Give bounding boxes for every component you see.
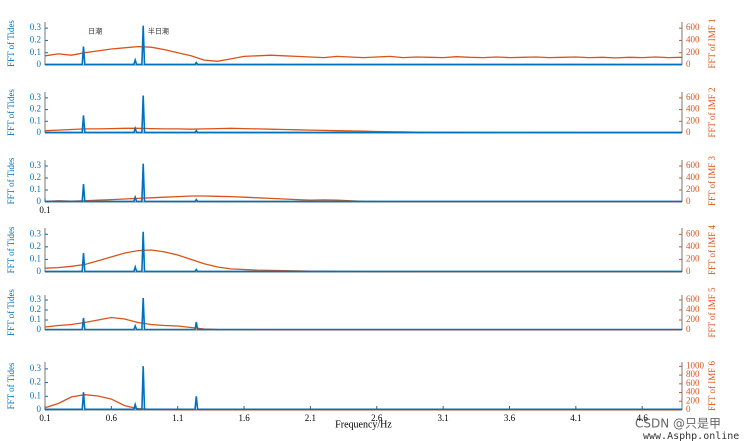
y2-tick-label: 400	[686, 172, 700, 182]
annotation: 日潮	[88, 27, 102, 36]
y-tick-label: 0.2	[30, 241, 41, 251]
y2-tick-label: 400	[686, 387, 700, 397]
y2-tick-label: 200	[686, 47, 700, 57]
y2-tick-label: 600	[686, 228, 700, 238]
series-line	[45, 25, 682, 66]
y2-tick-label: 600	[686, 160, 700, 170]
y2-tick-label: 200	[686, 253, 700, 263]
y-axis-label: FFT of Tides	[6, 289, 16, 336]
y2-tick-label: 200	[686, 314, 700, 324]
y2-axis-label: FFT of IMF 5	[707, 287, 717, 338]
y2-axis-label: FFT of IMF 2	[707, 87, 717, 137]
x-tick-label: 0.1	[39, 205, 50, 215]
y-tick-label: 0	[37, 127, 42, 137]
y-axis-label: FFT of Tides	[6, 157, 16, 204]
series-line	[45, 366, 682, 411]
y-tick-label: 0.1	[30, 253, 41, 263]
y2-tick-label: 800	[686, 369, 700, 379]
annotation: 半日潮	[148, 27, 169, 36]
y-axis-label: FFT of Tides	[6, 362, 16, 409]
y-tick-label: 0.2	[30, 104, 41, 114]
y2-tick-label: 0	[686, 324, 691, 334]
y-tick-label: 0.3	[30, 294, 42, 304]
y-tick-label: 0.1	[30, 390, 41, 400]
y-tick-label: 0	[37, 59, 42, 69]
y-tick-label: 0.1	[30, 47, 41, 57]
x-tick-label: 4.1	[570, 413, 581, 423]
x-tick-label: 1.1	[172, 413, 183, 423]
y2-tick-label: 0	[686, 196, 691, 206]
series-line	[44, 316, 682, 331]
y-tick-label: 0	[37, 324, 42, 334]
y-tick-label: 0.2	[30, 377, 41, 387]
x-tick-label: 0.1	[39, 413, 50, 423]
y2-tick-label: 600	[686, 92, 700, 102]
x-tick-label: 3.1	[438, 413, 449, 423]
series-line	[44, 394, 682, 411]
x-tick-label: 2.1	[305, 413, 316, 423]
y2-axis-label: FFT of IMF 4	[707, 224, 717, 275]
y-tick-label: 0.3	[30, 363, 42, 373]
y2-tick-label: 0	[686, 266, 691, 276]
series-line	[44, 45, 683, 62]
y2-tick-label: 400	[686, 304, 700, 314]
y2-tick-label: 600	[686, 294, 700, 304]
y-tick-label: 0	[37, 196, 42, 206]
y2-tick-label: 1000	[686, 360, 705, 370]
y-tick-label: 0.3	[30, 160, 42, 170]
y-axis-label: FFT of Tides	[6, 20, 16, 67]
x-tick-label: 0.6	[106, 413, 118, 423]
y2-tick-label: 200	[686, 184, 700, 194]
x-tick-label: 2.6	[371, 413, 383, 423]
series-line	[45, 163, 682, 203]
series-line	[45, 297, 682, 331]
x-axis-label: Frequency/Hz	[335, 419, 392, 430]
y-tick-label: 0.1	[30, 115, 41, 125]
series-line	[45, 231, 682, 273]
y2-axis-label: FFT of IMF 1	[707, 18, 717, 68]
y2-tick-label: 200	[686, 115, 700, 125]
y-tick-label: 0.1	[30, 184, 41, 194]
y-tick-label: 0	[37, 266, 42, 276]
y2-tick-label: 600	[686, 378, 700, 388]
series-line	[45, 95, 682, 134]
y2-tick-label: 400	[686, 34, 700, 44]
y-tick-label: 0.3	[30, 92, 42, 102]
y2-tick-label: 0	[686, 59, 691, 69]
y-tick-label: 0.2	[30, 172, 41, 182]
y-tick-label: 0.1	[30, 314, 41, 324]
y2-tick-label: 0	[686, 404, 691, 414]
y2-tick-label: 0	[686, 127, 691, 137]
y-axis-label: FFT of Tides	[6, 226, 16, 273]
y2-axis-label: FFT of IMF 3	[707, 155, 717, 206]
y-tick-label: 0.3	[30, 228, 42, 238]
y-tick-label: 0	[37, 404, 42, 414]
x-tick-label: 4.6	[637, 413, 649, 423]
y2-axis-label: FFT of IMF 6	[707, 360, 717, 411]
x-tick-label: 1.6	[238, 413, 250, 423]
y2-tick-label: 600	[686, 22, 700, 32]
y2-tick-label: 200	[686, 395, 700, 405]
y-tick-label: 0.2	[30, 34, 41, 44]
y-tick-label: 0.2	[30, 304, 41, 314]
y-tick-label: 0.3	[30, 22, 42, 32]
watermark-site: www.Asphp.online	[643, 431, 739, 441]
y-axis-label: FFT of Tides	[6, 89, 16, 136]
series-line	[44, 249, 682, 273]
y2-tick-label: 400	[686, 241, 700, 251]
y2-tick-label: 400	[686, 104, 700, 114]
x-tick-label: 3.6	[504, 413, 516, 423]
watermark: CSDN @只是甲	[635, 417, 721, 431]
